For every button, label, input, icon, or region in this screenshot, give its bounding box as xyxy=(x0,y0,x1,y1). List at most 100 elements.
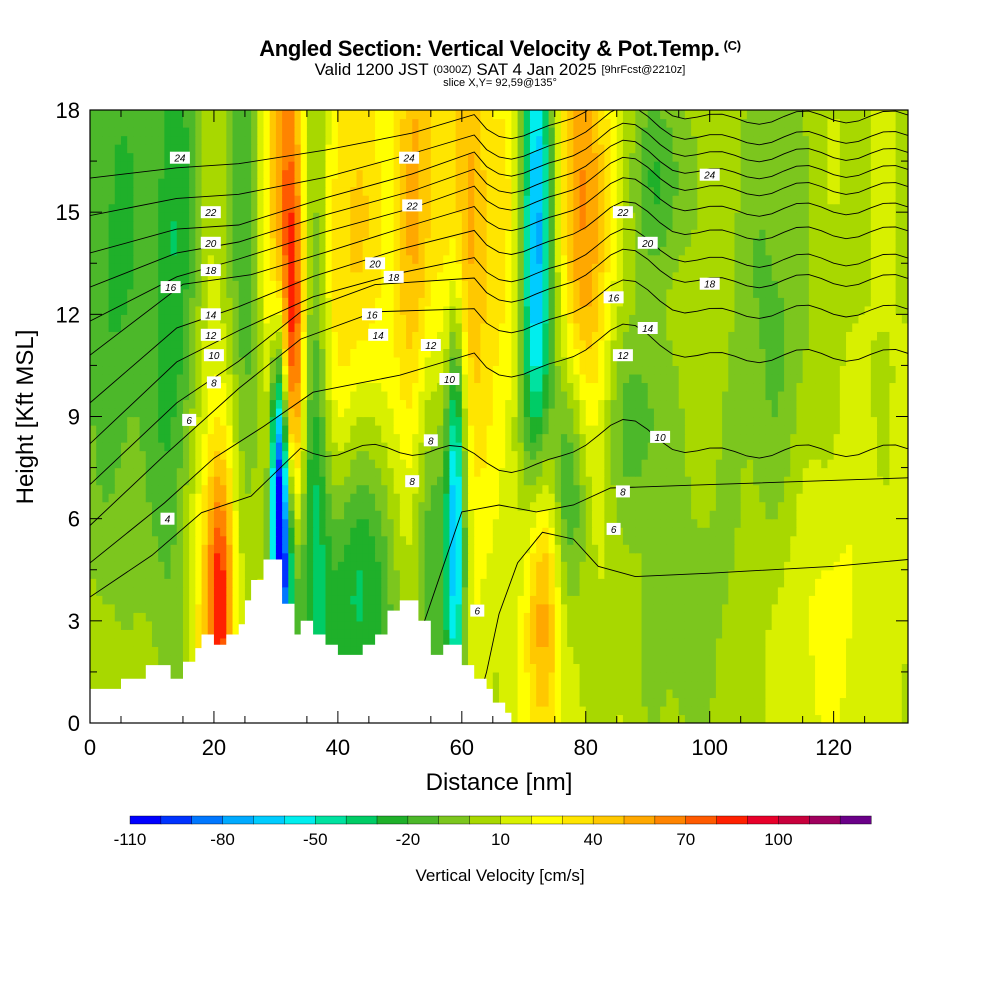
velocity-cell xyxy=(715,561,723,571)
velocity-cell xyxy=(771,544,779,554)
velocity-cell xyxy=(424,493,432,503)
velocity-cell xyxy=(275,535,283,545)
velocity-cell xyxy=(362,544,370,554)
velocity-cell xyxy=(492,459,500,469)
velocity-cell xyxy=(833,620,841,630)
velocity-cell xyxy=(604,603,612,613)
velocity-cell xyxy=(715,416,723,426)
velocity-cell xyxy=(870,476,878,486)
velocity-cell xyxy=(486,501,494,511)
velocity-cell xyxy=(827,646,835,656)
velocity-cell xyxy=(313,416,320,426)
velocity-cell xyxy=(499,476,506,486)
velocity-cell xyxy=(499,569,506,579)
velocity-cell xyxy=(641,459,649,469)
velocity-cell xyxy=(852,518,860,528)
velocity-cell xyxy=(883,416,891,426)
velocity-cell xyxy=(468,595,475,605)
velocity-cell xyxy=(622,705,630,716)
velocity-cell xyxy=(616,688,624,699)
velocity-cell xyxy=(722,663,729,673)
velocity-cell xyxy=(499,484,506,494)
velocity-cell xyxy=(523,442,531,452)
velocity-cell xyxy=(244,595,252,605)
velocity-cell xyxy=(313,476,320,486)
velocity-cell xyxy=(220,416,227,426)
velocity-cell xyxy=(839,518,847,528)
velocity-cell xyxy=(858,407,866,418)
velocity-cell xyxy=(889,476,897,486)
velocity-cell xyxy=(511,603,519,613)
velocity-cell xyxy=(684,399,692,409)
velocity-cell xyxy=(641,569,649,579)
velocity-cell xyxy=(96,603,103,613)
velocity-cell xyxy=(647,544,655,554)
velocity-cell xyxy=(870,646,878,656)
velocity-cell xyxy=(784,586,791,596)
velocity-cell xyxy=(542,544,550,554)
velocity-cell xyxy=(300,586,308,596)
velocity-cell xyxy=(381,433,389,443)
velocity-cell xyxy=(684,518,692,528)
velocity-cell xyxy=(653,416,661,426)
velocity-cell xyxy=(765,442,773,452)
velocity-cell xyxy=(313,518,320,528)
velocity-cell xyxy=(443,416,451,426)
velocity-cell xyxy=(226,527,234,537)
velocity-cell xyxy=(461,459,469,469)
velocity-cell xyxy=(344,544,351,554)
velocity-cell xyxy=(672,544,680,554)
velocity-cell xyxy=(877,569,884,579)
velocity-cell xyxy=(430,416,438,426)
velocity-cell xyxy=(399,527,407,537)
velocity-cell xyxy=(610,569,618,579)
velocity-cell xyxy=(90,467,97,477)
velocity-cell xyxy=(672,425,680,435)
velocity-cell xyxy=(697,476,705,486)
velocity-cell xyxy=(821,442,829,452)
velocity-cell xyxy=(536,501,543,511)
velocity-cell xyxy=(430,425,438,435)
velocity-cell xyxy=(790,510,798,520)
velocity-cell xyxy=(486,654,494,664)
velocity-cell xyxy=(864,629,872,639)
velocity-cell xyxy=(486,680,494,690)
velocity-cell xyxy=(313,484,320,494)
velocity-cell xyxy=(827,578,835,588)
velocity-cell xyxy=(864,484,872,494)
velocity-cell xyxy=(536,459,543,469)
velocity-cell xyxy=(313,569,320,579)
velocity-cell xyxy=(120,467,128,477)
velocity-cell xyxy=(418,450,426,460)
velocity-cell xyxy=(808,450,816,460)
velocity-cell xyxy=(319,501,327,511)
velocity-cell xyxy=(870,450,878,460)
velocity-cell xyxy=(877,476,884,486)
velocity-cell xyxy=(207,578,215,588)
velocity-cell xyxy=(139,501,147,511)
velocity-cell xyxy=(585,476,593,486)
velocity-cell xyxy=(275,544,283,554)
velocity-cell xyxy=(573,484,581,494)
velocity-cell xyxy=(108,603,116,613)
velocity-cell xyxy=(728,493,736,503)
velocity-cell xyxy=(437,425,444,435)
velocity-cell xyxy=(499,433,506,443)
velocity-cell xyxy=(437,467,444,477)
velocity-cell xyxy=(784,637,791,647)
velocity-cell xyxy=(864,527,872,537)
velocity-cell xyxy=(653,663,661,673)
velocity-cell xyxy=(418,586,426,596)
velocity-cell xyxy=(412,425,420,435)
velocity-cell xyxy=(573,561,581,571)
velocity-cell xyxy=(591,442,599,452)
velocity-cell xyxy=(474,467,482,477)
velocity-cell xyxy=(821,663,829,673)
velocity-cell xyxy=(220,442,227,452)
velocity-cell xyxy=(213,595,221,605)
velocity-cell xyxy=(195,612,203,622)
velocity-cell xyxy=(653,518,661,528)
velocity-cell xyxy=(864,510,872,520)
velocity-cell xyxy=(591,586,599,596)
velocity-cell xyxy=(108,493,116,503)
